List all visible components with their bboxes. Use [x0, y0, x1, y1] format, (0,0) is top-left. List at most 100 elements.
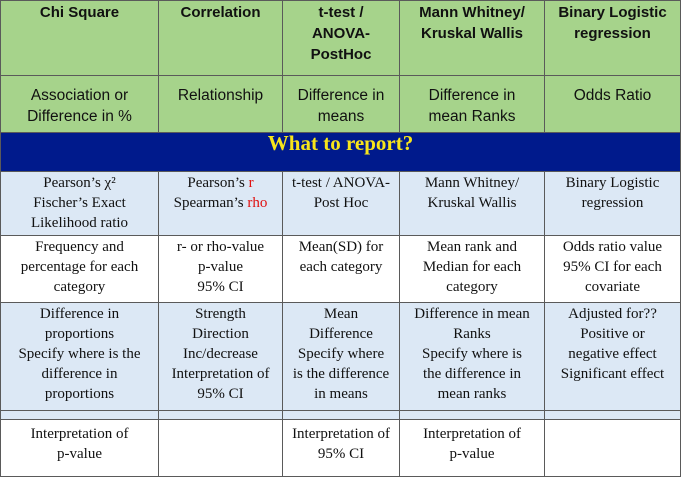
cell-text-line: Specify where is the — [18, 346, 141, 362]
cell-text-line: Adjusted for?? — [568, 306, 657, 322]
cell-text-line: Positive or — [580, 326, 645, 342]
spearman-rho-symbol: rho — [247, 195, 268, 211]
spacer-cell — [158, 410, 283, 420]
pvalue-row: Interpretation of p-value Interpretation … — [0, 419, 681, 477]
test-cell-binary-logistic: Binary Logistic regression — [544, 171, 681, 236]
measure-cell-chi-square: Association or Difference in % — [0, 75, 159, 133]
spacer-cell — [399, 410, 545, 420]
cell-text-line: category — [53, 279, 106, 295]
header-cell-mann-whitney: Mann Whitney/Kruskal Wallis — [399, 0, 545, 76]
cell-text-line: Kruskal Wallis — [421, 25, 523, 42]
cell-text-line: Difference in % — [27, 108, 132, 125]
measure-cell-ttest-anova: Difference in means — [282, 75, 400, 133]
cell-text-line: Interpretation of — [292, 426, 390, 442]
cell-text-line: Difference in — [39, 306, 120, 322]
cell-text-line: Post Hoc — [313, 195, 369, 211]
cell-text-line: 95% CI — [197, 279, 244, 295]
cell-text-line: Relationship — [177, 87, 264, 104]
measure-cell-binary-logistic: Odds Ratio — [544, 75, 681, 133]
cell-text-line: Ranks — [453, 326, 491, 342]
cell-text-line: Mann Whitney/ — [419, 4, 525, 21]
cell-text-line: Inc/decrease — [183, 346, 258, 362]
cell-text-line: mean Ranks — [428, 108, 516, 125]
header-cell-binary-logistic: Binary Logistic regression — [544, 0, 681, 76]
measure-cell-mann-whitney: Difference in mean Ranks — [399, 75, 545, 133]
cell-text-line: Direction — [192, 326, 249, 342]
interp-cell-binary-logistic: Adjusted for?? Positive or negative effect… — [544, 302, 681, 411]
cell-text-line: Chi Square — [39, 4, 120, 21]
cell-text-line: Interpretation of — [171, 366, 270, 382]
cell-text-line: mean ranks — [437, 386, 507, 402]
pvalue-cell-ttest-anova: Interpretation of 95% CI — [282, 419, 400, 477]
cell-text-line: percentage for each — [20, 259, 139, 275]
cell-text-line: Pearson’s χ² — [43, 175, 116, 191]
cell-text-line: Interpretation of — [30, 426, 129, 442]
cell-text-line: Specify where — [297, 346, 385, 362]
interp-cell-ttest-anova: Mean Difference Specify where is the differ… — [282, 302, 400, 411]
pearson-r-symbol: r — [248, 175, 254, 191]
cell-text-line: Association or — [30, 87, 129, 104]
header-cell-correlation: Correlation — [158, 0, 283, 76]
stats-cell-ttest-anova: Mean(SD) for each category — [282, 235, 400, 303]
cell-text-line: regression — [581, 195, 644, 211]
cell-text-line: 95% CI for each — [563, 259, 662, 275]
cell-text-line: Binary Logistic — [565, 175, 660, 191]
cell-text-line: Fischer’s Exact — [33, 195, 126, 211]
cell-text-line: Binary Logistic — [558, 4, 667, 21]
cell-text-line: Mean — [323, 306, 359, 322]
cell-text-line: Specify where is — [422, 346, 522, 362]
cell-text-line: t-test / — [318, 4, 364, 21]
header-cell-ttest-anova: t-test / ANOVA- PostHoc — [282, 0, 400, 76]
cell-text-line: Mann Whitney/ — [424, 175, 520, 191]
cell-text-line: p-value — [57, 446, 102, 462]
interp-cell-chi-square: Difference in proportions Specify where is… — [0, 302, 159, 411]
cell-text-line: Significant effect — [560, 366, 665, 382]
cell-text-line: is the difference — [292, 366, 390, 382]
interp-cell-mann-whitney: Difference in mean Ranks Specify where is t… — [399, 302, 545, 411]
test-cell-mann-whitney: Mann Whitney/Kruskal Wallis — [399, 171, 545, 236]
cell-text-line: Frequency and — [35, 239, 124, 255]
test-name-row: Pearson’s χ² Fischer’s Exact Likelihood ra… — [0, 171, 681, 236]
stats-cell-mann-whitney: Mean rank and Median for each category — [399, 235, 545, 303]
cell-text-line: means — [317, 108, 365, 125]
cell-text-line: Strength — [195, 306, 246, 322]
interpretation-row: Difference in proportions Specify where is… — [0, 302, 681, 411]
pvalue-cell-binary-logistic — [544, 419, 681, 477]
cell-text-line: Difference — [309, 326, 373, 342]
cell-text-line: the difference in — [422, 366, 521, 382]
cell-text-line: negative effect — [568, 346, 657, 362]
measure-cell-correlation: Relationship — [158, 75, 283, 133]
test-cell-ttest-anova: t-test / ANOVA- Post Hoc — [282, 171, 400, 236]
banner-row: What to report? — [0, 132, 681, 172]
cell-text-line: p-value — [449, 446, 495, 462]
header-cell-chi-square: Chi Square — [0, 0, 159, 76]
cell-text-line: proportions — [44, 386, 115, 402]
cell-text-line: regression — [574, 25, 651, 42]
cell-text-line: Difference in mean — [414, 306, 530, 322]
cell-text-line: Median for each — [422, 259, 522, 275]
cell-text-line: p-value — [198, 259, 243, 275]
stats-cell-binary-logistic: Odds ratio value 95% CI for each covariate — [544, 235, 681, 303]
cell-text-line: r- or rho-value — [176, 239, 265, 255]
cell-text-line: PostHoc — [310, 46, 372, 63]
cell-text-line: category — [446, 279, 498, 295]
cell-text-line: covariate — [585, 279, 640, 295]
cell-text-line: Difference in — [428, 87, 516, 104]
what-to-report-banner: What to report? — [0, 132, 681, 172]
cell-text-line: Likelihood ratio — [30, 215, 129, 231]
cell-text-line: Kruskal Wallis — [427, 195, 517, 211]
test-header-row: Chi Square Correlation t-test / ANOVA- Pos… — [0, 0, 681, 76]
pvalue-cell-chi-square: Interpretation of p-value — [0, 419, 159, 477]
test-cell-chi-square: Pearson’s χ² Fischer’s Exact Likelihood ra… — [0, 171, 159, 236]
spacer-row — [0, 410, 681, 420]
cell-text-line: t-test / ANOVA- — [291, 175, 391, 191]
cell-text-line: Interpretation of — [423, 426, 521, 442]
measure-row: Association or Difference in % Relationsh… — [0, 75, 681, 133]
cell-text-line: 95% CI — [317, 446, 365, 462]
cell-text-line: Mean(SD) for — [298, 239, 384, 255]
spacer-cell — [0, 410, 159, 420]
cell-text-line: Correlation — [180, 4, 261, 21]
spearman-line: Spearman’s rho — [173, 195, 268, 211]
spacer-cell — [282, 410, 400, 420]
